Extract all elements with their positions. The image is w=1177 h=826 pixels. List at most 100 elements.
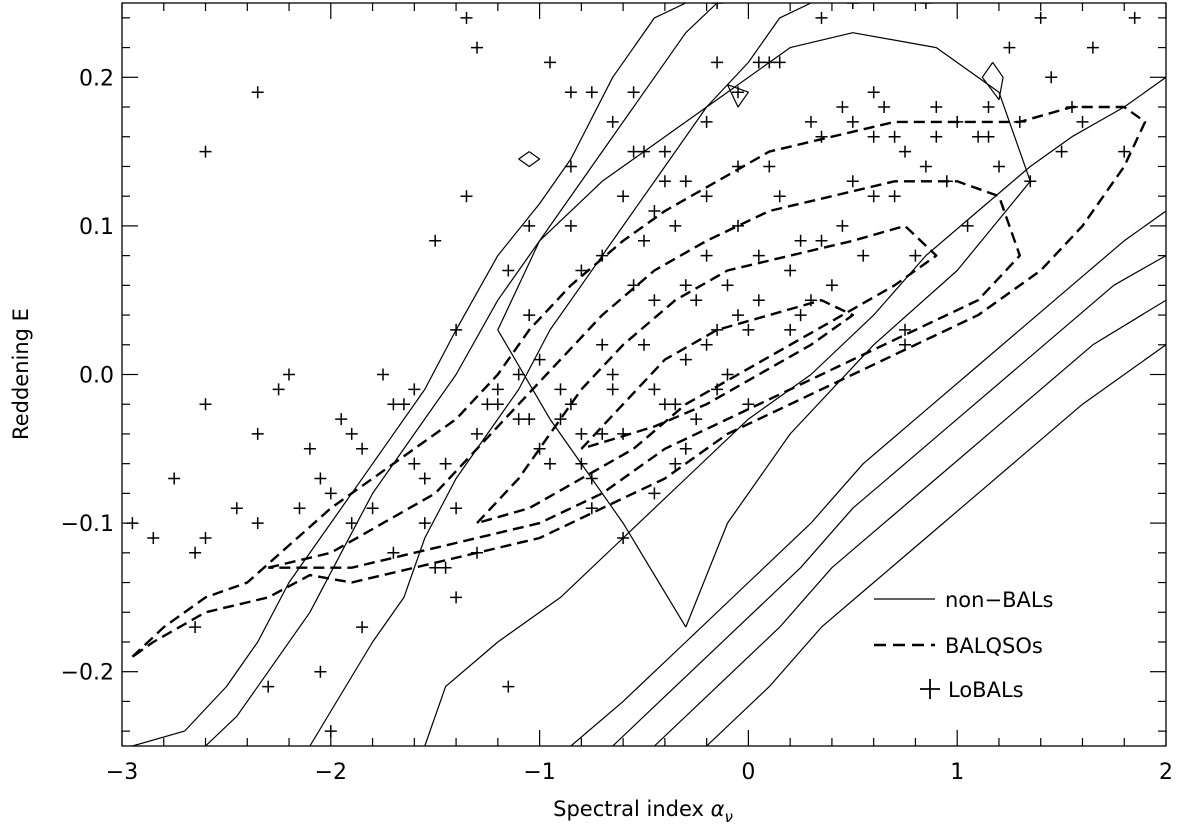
lobal-point <box>919 3 932 9</box>
lobal-point <box>1128 11 1141 24</box>
legend: non−BALs BALQSOs LoBALs <box>874 588 1053 702</box>
balqso-contour-0 <box>131 105 1147 658</box>
lobal-point <box>878 101 891 113</box>
lobal-point <box>617 190 630 203</box>
lobal-point <box>585 502 598 515</box>
lobal-point <box>523 309 536 322</box>
lobal-point <box>429 561 442 574</box>
lobal-point <box>711 56 724 69</box>
lobal-point <box>356 442 369 455</box>
lobal-point <box>711 3 724 9</box>
lobal-point <box>899 338 911 351</box>
lobal-point <box>867 190 880 203</box>
lobal-point <box>575 264 588 277</box>
lobal-point <box>251 517 264 530</box>
lobal-point <box>700 249 713 262</box>
lobal-point <box>648 487 661 500</box>
lobal-point <box>784 264 797 277</box>
lobal-point <box>471 427 483 440</box>
lobal-point <box>345 427 358 440</box>
lobal-point <box>283 368 295 381</box>
lobal-point <box>491 398 504 411</box>
x-axis-label: Spectral index αν <box>553 797 733 826</box>
lobal-point <box>564 160 577 173</box>
lobal-point <box>450 323 463 336</box>
lobal-point <box>199 532 212 544</box>
balqso-contour-2 <box>476 224 938 525</box>
lobal-point <box>867 86 880 99</box>
lobal-point <box>450 591 463 604</box>
lobal-point <box>606 115 619 128</box>
lobal-point <box>272 383 285 396</box>
lobal-point <box>1055 145 1068 158</box>
lobal-point <box>585 86 598 99</box>
lobal-point <box>512 413 525 426</box>
legend-label-balqsos: BALQSOs <box>945 634 1043 658</box>
lobal-point <box>1034 11 1047 24</box>
lobal-point <box>732 160 744 173</box>
lobal-point <box>303 442 316 455</box>
lobal-point <box>658 145 671 158</box>
lobal-point <box>335 413 348 426</box>
lobal-point <box>450 502 463 515</box>
lobal-point <box>523 413 536 426</box>
lobal-point <box>627 86 640 99</box>
lobal-point <box>199 145 212 158</box>
lobal-point <box>815 130 828 143</box>
lobal-point <box>752 294 765 307</box>
lobal-point <box>575 427 588 440</box>
balqso-contour-1 <box>267 180 1021 569</box>
lobal-point <box>732 309 744 322</box>
lobal-point <box>199 398 212 411</box>
x-axis-symbol: α <box>711 797 725 821</box>
lobal-point <box>825 279 838 292</box>
lobal-point <box>564 398 577 411</box>
lobal-point <box>846 3 859 9</box>
lobal-point <box>752 56 765 69</box>
x-tick-label: −3 <box>106 760 138 785</box>
non-bal-contour-6 <box>653 299 1166 746</box>
lobal-point <box>460 11 473 24</box>
lobal-point <box>899 323 911 336</box>
lobal-point <box>418 517 431 530</box>
lobal-point <box>648 205 661 217</box>
lobal-point <box>679 279 692 292</box>
non-bal-contour-7 <box>706 344 1166 746</box>
x-tick-label: 0 <box>741 760 755 785</box>
lobal-point <box>857 249 870 262</box>
lobal-point <box>502 680 515 693</box>
lobal-point <box>982 130 995 143</box>
lobal-point <box>846 175 859 188</box>
lobal-point <box>627 145 640 158</box>
lobal-point <box>356 621 369 634</box>
lobal-point <box>147 532 160 544</box>
y-tick-label: 0.0 <box>79 364 114 389</box>
lobal-point <box>888 130 901 143</box>
lobal-point <box>700 338 713 351</box>
legend-label-lobals: LoBALs <box>948 678 1024 702</box>
lobal-point <box>742 398 755 411</box>
lobal-point <box>972 130 985 143</box>
lobal-point <box>1066 101 1078 113</box>
x-tick-label: −1 <box>523 760 555 785</box>
lobal-point <box>491 383 504 396</box>
lobal-point <box>314 665 327 678</box>
lobal-point <box>168 472 181 485</box>
lobal-point <box>1024 175 1037 188</box>
lobal-point <box>1003 41 1016 54</box>
lobal-point <box>439 457 452 470</box>
lobal-point <box>324 487 337 500</box>
lobal-point <box>815 11 828 24</box>
lobal-point <box>700 115 713 128</box>
lobal-point <box>805 115 817 128</box>
non-bal-contour-8 <box>497 32 1031 628</box>
lobal-point <box>596 338 609 351</box>
lobal-point <box>679 353 692 366</box>
lobal-point <box>460 190 473 203</box>
lobal-point <box>429 234 442 247</box>
lobal-point <box>377 368 389 381</box>
lobal-point <box>930 101 943 113</box>
lobal-point <box>648 383 661 396</box>
lobal-point <box>293 502 306 515</box>
lobal-point <box>721 279 734 292</box>
